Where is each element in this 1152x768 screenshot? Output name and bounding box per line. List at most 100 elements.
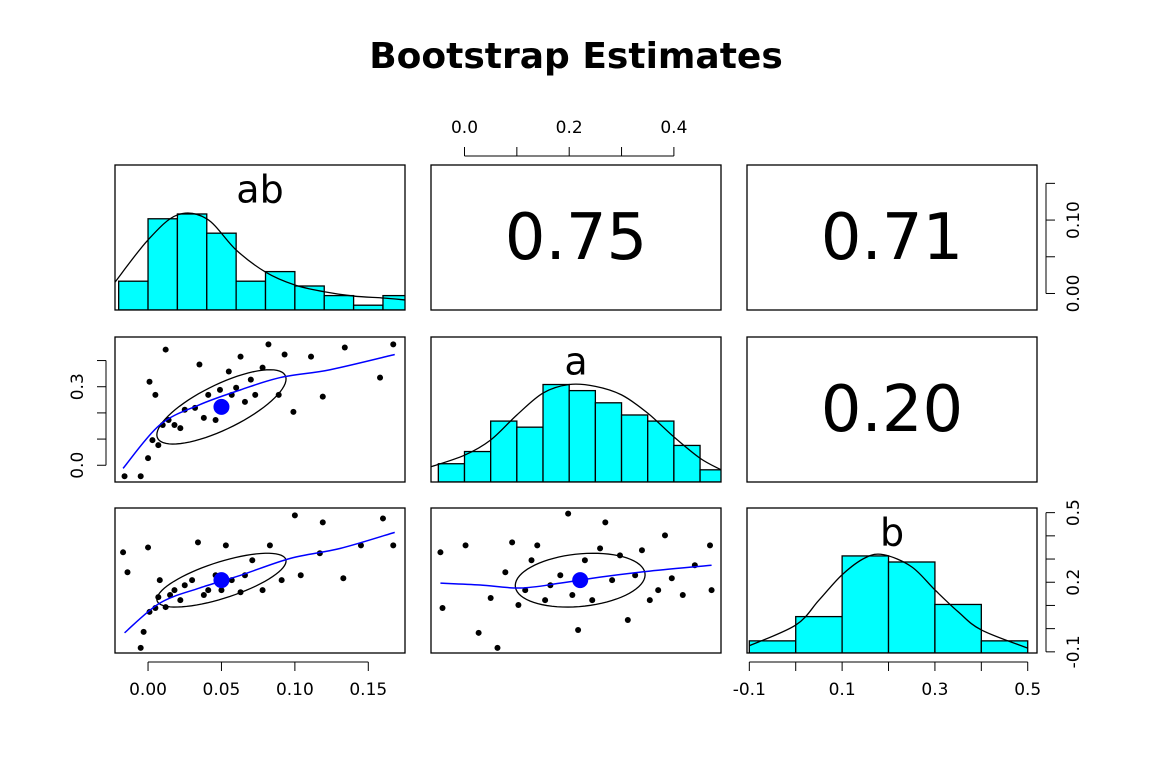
panel-frame: [746, 336, 1038, 483]
scatter-point: [120, 549, 127, 556]
tick-label: 0.4: [660, 118, 687, 138]
density-curve: [431, 383, 721, 471]
scatter-point: [196, 361, 203, 368]
scatter-point: [278, 577, 285, 584]
scatter-point: [308, 353, 315, 360]
scatter-point: [341, 344, 348, 351]
scatter-point: [581, 557, 588, 564]
scatter-point: [146, 608, 153, 615]
scatter-point: [291, 512, 298, 519]
scatter-point: [137, 473, 144, 480]
mean-point: [213, 572, 230, 589]
scatter-point: [149, 437, 156, 444]
scatter-point: [319, 393, 326, 400]
panel-frame: [746, 507, 1038, 654]
tick-label: 0.3: [68, 373, 88, 400]
histogram-bar: [980, 640, 1029, 653]
scatter-point: [487, 595, 494, 602]
scatter-point: [575, 627, 582, 634]
scatter-point: [708, 587, 715, 594]
tick-label: 0.0: [68, 452, 88, 479]
scatter-point: [290, 408, 297, 415]
scatter-point: [155, 442, 162, 449]
scatter-point: [475, 629, 482, 636]
scatter-point: [668, 575, 675, 582]
scatter-point: [205, 391, 212, 398]
scatter-point: [177, 597, 184, 604]
histogram-bar: [516, 426, 544, 482]
scatter-point: [152, 391, 159, 398]
panel-frame: [430, 336, 722, 483]
correlation-value: 0.20: [821, 373, 964, 447]
scatter-point: [216, 386, 223, 393]
density-curve: [749, 553, 1028, 649]
tick-label: 0.5: [1064, 499, 1084, 526]
scatter-point: [212, 416, 219, 423]
loess-fit: [124, 531, 395, 634]
chart-title: Bootstrap Estimates: [369, 36, 783, 77]
scatter-point: [297, 572, 304, 579]
correlation-value: 0.71: [821, 201, 964, 275]
scatter-point: [205, 587, 212, 594]
scatter-point: [565, 510, 572, 517]
variable-label: b: [880, 511, 904, 555]
scatter-point: [124, 569, 131, 576]
correlation-value: 0.75: [505, 201, 648, 275]
histogram-bar: [118, 280, 149, 310]
tick-label: -0.1: [1064, 635, 1084, 668]
scatter-point: [218, 587, 225, 594]
histogram-bar: [294, 285, 325, 310]
scatter-point: [249, 557, 256, 564]
histogram-bar: [264, 270, 296, 310]
scatter-point: [589, 597, 596, 604]
scatter-point: [171, 421, 178, 428]
histogram-bar: [841, 555, 890, 653]
panel: [115, 212, 405, 310]
scatter-point: [542, 597, 549, 604]
scatter-point: [266, 542, 273, 549]
correlation-ellipse: [156, 552, 287, 608]
scatter-point: [194, 539, 201, 546]
scatter-point: [189, 577, 196, 584]
scatter-point: [437, 549, 444, 556]
variable-label: ab: [236, 168, 283, 212]
scatter-point: [624, 617, 631, 624]
panel: [120, 512, 397, 651]
scatter-point: [557, 572, 564, 579]
density-curve: [115, 212, 405, 301]
histogram-bar: [147, 218, 179, 310]
scatter-point: [377, 374, 384, 381]
scatter-point: [679, 592, 686, 598]
scatter-point: [379, 515, 386, 522]
scatter-point: [259, 364, 266, 371]
panel-frame: [114, 164, 406, 311]
scatter-point: [121, 473, 128, 480]
scatter-point: [177, 425, 184, 432]
scatter-point: [597, 545, 604, 552]
histogram-bar: [542, 383, 570, 482]
histogram-bar: [887, 561, 936, 653]
panel: [437, 510, 715, 651]
scatter-point: [275, 391, 282, 398]
tick-label: 0.05: [203, 680, 241, 700]
scatter-point: [225, 368, 232, 375]
scatter-point: [569, 592, 576, 598]
scatter-point: [632, 572, 639, 579]
histogram-bar: [352, 304, 384, 310]
scatter-point: [638, 547, 645, 554]
tick-label: 0.1: [829, 680, 856, 700]
histogram-bar: [437, 463, 466, 482]
histogram-bar: [176, 213, 208, 310]
scatter-point: [233, 384, 240, 391]
histogram-bar: [795, 615, 843, 653]
scatter-point: [494, 644, 501, 651]
scatter-point: [439, 604, 446, 611]
scatter-point: [602, 519, 609, 526]
scatter-point: [145, 455, 152, 462]
scatter-point: [200, 414, 207, 421]
scatter-point: [171, 587, 178, 594]
mean-point: [572, 572, 589, 589]
scatter-point: [319, 519, 326, 526]
mean-point: [213, 398, 230, 415]
scatter-point: [509, 539, 516, 546]
